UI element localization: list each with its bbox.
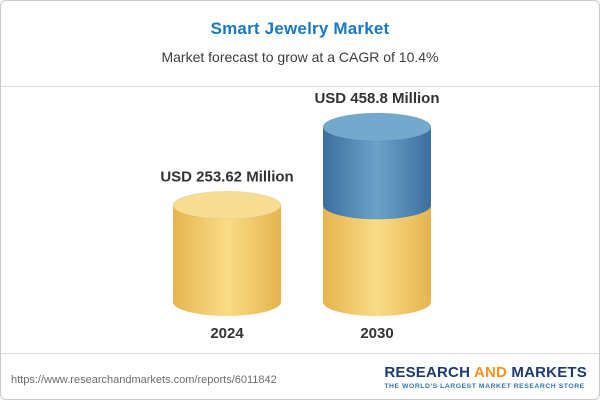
logo-tagline: THE WORLD'S LARGEST MARKET RESEARCH STOR…: [384, 383, 585, 391]
bar-value-label: USD 253.62 Million: [160, 168, 293, 185]
bar-category-label: 2030: [360, 325, 393, 342]
logo-wordmark: RESEARCH AND MARKETS: [384, 364, 587, 381]
logo-word-and: AND: [473, 363, 508, 381]
report-url: https://www.researchandmarkets.com/repor…: [11, 374, 277, 386]
chart-header: Smart Jewelry Market Market forecast to …: [1, 1, 599, 65]
bar-category-label: 2024: [210, 325, 244, 342]
researchandmarkets-logo: RESEARCH AND MARKETS THE WORLD'S LARGEST…: [384, 364, 587, 391]
bottom-divider: [1, 353, 599, 354]
chart-title: Smart Jewelry Market: [210, 19, 390, 38]
bar-value-label: USD 458.8 Million: [314, 90, 439, 107]
top-divider: [1, 86, 599, 87]
chart-area: USD 253.62 Million 2024 USD 458.8 Million 2…: [1, 87, 599, 353]
logo-word-markets: MARKETS: [511, 363, 587, 381]
chart-subtitle: Market forecast to grow at a CAGR of 10.…: [161, 49, 439, 65]
logo-word-research: RESEARCH: [384, 363, 471, 381]
cylinder-bar-chart: USD 253.62 Million 2024 USD 458.8 Million 2…: [160, 90, 439, 342]
